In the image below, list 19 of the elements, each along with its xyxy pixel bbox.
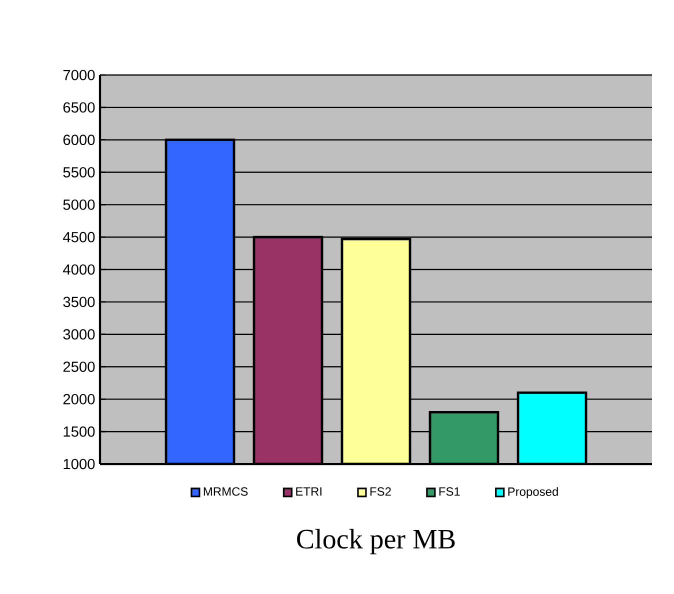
- y-tick-label: 1500: [64, 426, 95, 437]
- y-tick-label: 3000: [63, 329, 95, 340]
- legend-label: FS1: [439, 487, 460, 496]
- y-tick-label: 5500: [63, 167, 95, 178]
- y-tick-label: 4500: [63, 232, 95, 242]
- y-tick-label: 6000: [63, 134, 95, 146]
- legend-label: ETRI: [296, 487, 322, 496]
- x-axis-title: Clock per MB: [297, 528, 455, 554]
- y-tick-label: 7000: [63, 70, 95, 80]
- legend-label: Proposed: [508, 487, 558, 498]
- y-tick-label: 1000: [64, 458, 95, 470]
- y-tick-label: 3500: [63, 296, 95, 308]
- y-tick-label: 2000: [63, 394, 95, 404]
- y-tick-label: 6500: [63, 102, 95, 113]
- y-tick-label: 4000: [63, 264, 95, 275]
- legend-label: FS2: [370, 487, 391, 496]
- legend-label: MRMCS: [204, 487, 248, 496]
- y-tick-label: 5000: [63, 200, 95, 210]
- y-tick-label: 2500: [63, 362, 95, 372]
